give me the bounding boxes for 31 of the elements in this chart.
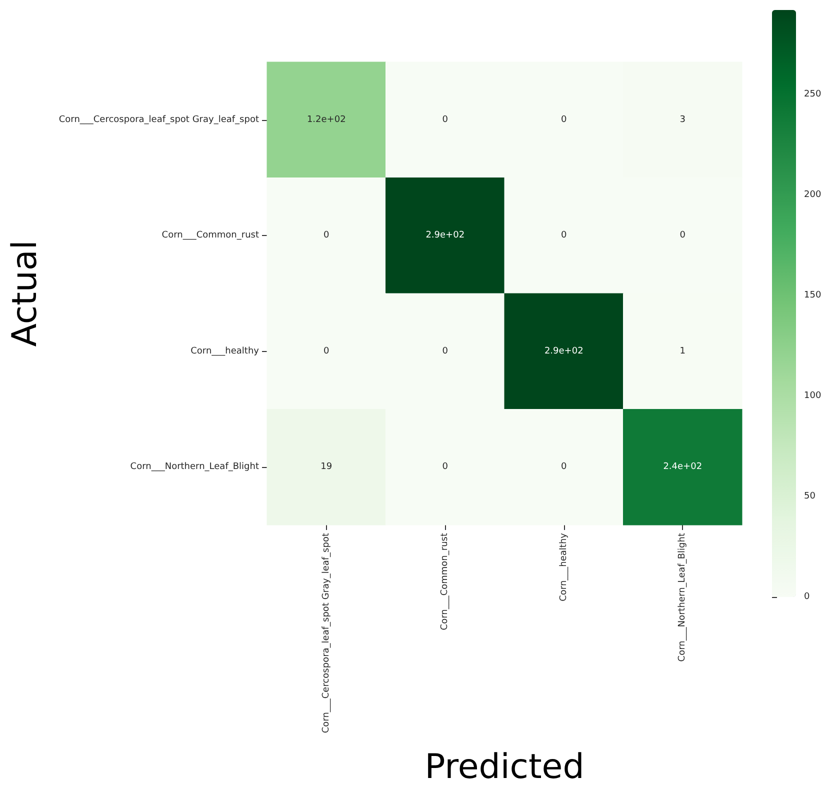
data-label: 0 — [324, 346, 330, 356]
data-label: 2.9e+02 — [426, 230, 465, 241]
y-tick-label: Corn___Common_rust — [162, 230, 260, 241]
data-label: 0 — [324, 230, 330, 241]
data-label: 0 — [561, 114, 568, 125]
data-label: 1.2e+02 — [306, 114, 346, 125]
data-label: 0 — [442, 346, 448, 356]
x-tick-label: Corn___Common_rust — [440, 532, 450, 630]
color-bar-label: 200 — [804, 190, 822, 200]
x-tick-label: Corn___healthy — [558, 532, 569, 602]
data-label: 2.4e+02 — [663, 462, 702, 472]
data-label: 2.9e+02 — [544, 346, 584, 356]
data-label: 1 — [680, 346, 686, 356]
y-tick-label: Corn___Northern_Leaf_Blight — [130, 462, 260, 472]
color-bar-label: 0 — [804, 592, 810, 602]
data-label: 0 — [680, 230, 686, 241]
data-label: 3 — [680, 114, 686, 125]
x-axis-title: Predicted — [424, 747, 584, 787]
y-axis-title: Actual — [5, 240, 45, 347]
x-tick-label: Corn___Northern_Leaf_Blight — [678, 532, 688, 662]
y-tick-label: Corn___healthy — [190, 346, 260, 356]
data-label: 0 — [442, 114, 448, 125]
data-label: 0 — [561, 462, 568, 472]
color-bar-label: 50 — [804, 491, 816, 502]
color-bar-label: 150 — [804, 290, 822, 300]
y-tick-label: Corn___Cercospora_leaf_spot Gray_leaf_spot — [58, 114, 260, 125]
data-label: 0 — [442, 462, 448, 472]
data-label: 0 — [561, 230, 568, 241]
color-bar-label: 250 — [804, 89, 822, 100]
data-label: 19 — [320, 462, 332, 472]
color-bar-label: 100 — [804, 390, 822, 401]
